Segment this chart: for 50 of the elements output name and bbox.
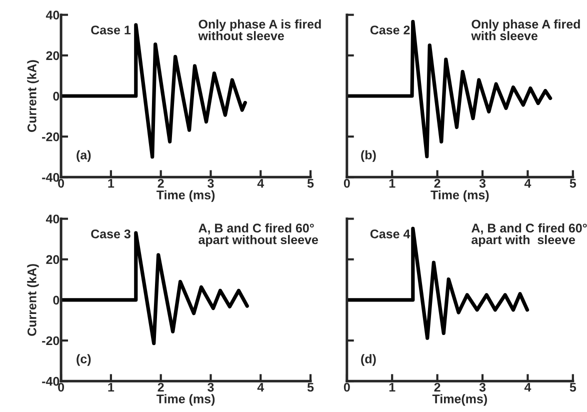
x-tick-label: 1 — [108, 382, 114, 392]
x-tick-label: 3 — [208, 178, 214, 188]
annotation: (c) — [76, 354, 91, 366]
y-axis-title: Current (kA) — [27, 60, 39, 132]
y-tick-label: -20 — [42, 336, 60, 346]
y-axis-title: Current (kA) — [27, 264, 39, 336]
annotation: Only phase A is fired without sleeve — [198, 19, 321, 40]
annotation: (a) — [76, 150, 91, 162]
x-tick-label: 0 — [344, 178, 350, 188]
x-tick-label: 4 — [524, 382, 532, 392]
annotation: Case 3 — [91, 230, 130, 238]
x-axis-title: Time (ms) — [430, 190, 489, 202]
annotation: A, B and C fired 60° apart with sleeve — [472, 223, 587, 247]
x-tick-label: 5 — [307, 382, 314, 392]
x-tick-label: 3 — [208, 382, 214, 392]
x-tick-label: 2 — [158, 178, 164, 188]
x-tick-label: 2 — [434, 382, 440, 392]
y-tick-label: 0 — [53, 92, 60, 101]
x-axis-title: Time (ms) — [156, 190, 215, 202]
y-tick-label: 40 — [46, 214, 60, 224]
x-tick-label: 4 — [257, 179, 264, 188]
x-tick-label: 1 — [108, 179, 114, 188]
x-tick-label: 4 — [524, 179, 532, 188]
x-tick-label: 0 — [344, 382, 350, 392]
x-tick-label: 2 — [434, 178, 440, 188]
y-tick-label: -40 — [42, 172, 60, 182]
x-tick-label: 4 — [257, 382, 264, 392]
y-tick-label: -40 — [42, 376, 60, 386]
x-axis-title: Time (ms) — [156, 394, 215, 406]
y-tick-label: 20 — [46, 51, 60, 60]
x-tick-label: 2 — [158, 382, 164, 392]
y-tick-label: 0 — [53, 296, 60, 305]
x-tick-label: 5 — [570, 382, 576, 392]
annotation: Only phase A fired with sleeve — [471, 19, 580, 40]
x-tick-label: 3 — [479, 382, 486, 392]
x-tick-label: 1 — [389, 179, 396, 188]
y-tick-label: 40 — [46, 10, 60, 20]
x-tick-label: 5 — [307, 179, 314, 188]
annotation: Case 1 — [91, 26, 131, 34]
x-tick-label: 5 — [570, 179, 576, 188]
y-tick-label: 20 — [46, 255, 60, 264]
annotation: (d) — [361, 354, 376, 366]
annotation: Case 2 — [370, 26, 410, 34]
x-tick-label: 3 — [479, 178, 486, 188]
x-axis-title: Time(ms) — [432, 394, 487, 406]
annotation: (b) — [361, 150, 376, 162]
annotation: A, B and C fired 60° apart without sleeve — [198, 223, 318, 247]
y-tick-label: -20 — [42, 132, 60, 142]
x-tick-label: 1 — [389, 382, 396, 392]
annotation: Case 4 — [370, 230, 410, 238]
